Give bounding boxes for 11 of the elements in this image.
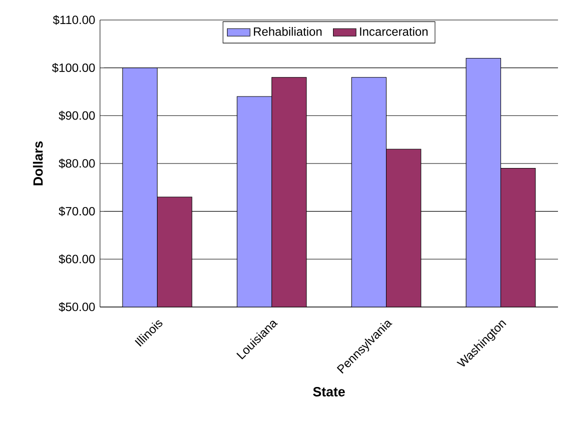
y-tick-label: $110.00: [52, 15, 95, 25]
y-tick-label: $60.00: [58, 254, 95, 264]
y-tick-label: $50.00: [58, 302, 95, 312]
y-tick-label: $70.00: [58, 206, 95, 216]
legend-label: Incarceration: [360, 27, 428, 36]
x-axis-title: State: [313, 387, 345, 396]
legend-label: Rehabiliation: [254, 27, 322, 36]
y-tick-label: $80.00: [58, 158, 95, 168]
y-axis-title: Dollars: [32, 141, 43, 186]
y-tick-label: $90.00: [58, 110, 95, 121]
y-tick-label: $100.00: [52, 62, 95, 73]
